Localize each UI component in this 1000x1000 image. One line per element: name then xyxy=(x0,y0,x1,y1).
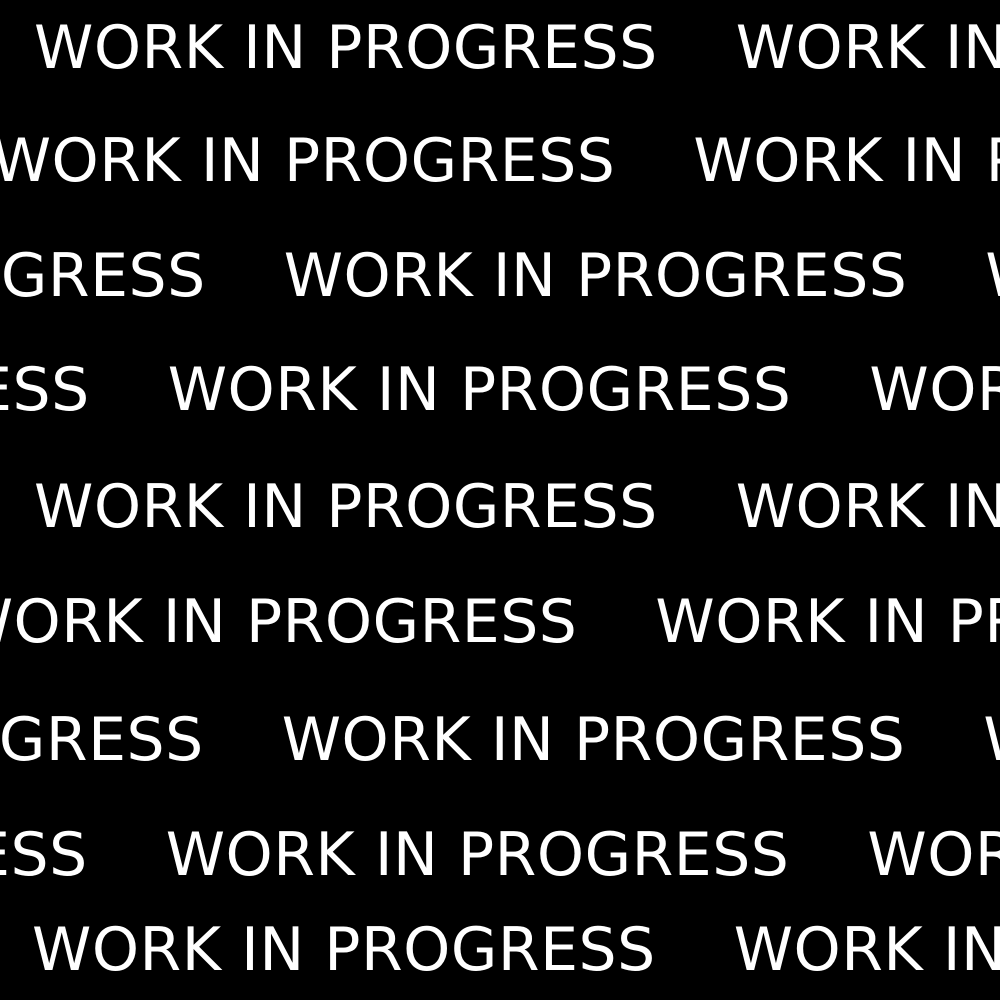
work-in-progress-text: WORK IN PROGRESS xyxy=(735,472,1000,542)
work-in-progress-text: WORK IN PROGRESS xyxy=(867,820,1000,890)
tiled-text-row: WORK IN PROGRESS WORK IN PROGRESS WORK IN … xyxy=(0,815,1000,895)
work-in-progress-text: WORK IN PROGRESS xyxy=(983,700,1000,780)
work-in-progress-text: WORK IN PROGRESS xyxy=(735,13,1000,83)
work-in-progress-text: WORK IN PROGRESS xyxy=(165,820,790,890)
work-in-progress-text: WORK IN PROGRESS xyxy=(869,355,1000,425)
work-in-progress-text: WORK IN PROGRESS xyxy=(985,236,1000,316)
work-in-progress-text: WORK IN PROGRESS xyxy=(0,705,204,775)
work-in-progress-text: WORK IN PROGRESS xyxy=(34,13,658,83)
work-in-progress-text: WORK IN PROGRESS xyxy=(34,472,658,542)
work-in-progress-text: WORK IN PROGRESS xyxy=(167,355,792,425)
work-in-progress-text: WORK IN PROGRESS xyxy=(0,126,616,196)
work-in-progress-text: WORK IN PROGRESS xyxy=(32,915,656,985)
work-in-progress-text: WORK IN PROGRESS xyxy=(733,915,1000,985)
work-in-progress-text: WORK IN PROGRESS xyxy=(0,820,88,890)
tiled-text-row: WORK IN PROGRESS WORK IN PROGRESS WORK IN … xyxy=(0,236,1000,316)
work-in-progress-text: WORK IN PROGRESS xyxy=(655,587,1000,657)
tiled-text-row: WORK IN PROGRESS WORK IN PROGRESS WORK IN … xyxy=(0,350,1000,430)
work-in-progress-text: WORK IN PROGRESS xyxy=(283,241,908,311)
work-in-progress-text: WORK IN PROGRESS xyxy=(693,126,1000,196)
tiled-text-row: WORK IN PROGRESS WORK IN PROGRESS WORK IN … xyxy=(0,700,1000,780)
work-in-progress-text: WORK IN PROGRESS xyxy=(281,705,906,775)
work-in-progress-text: WORK IN PROGRESS xyxy=(0,241,206,311)
work-in-progress-text: WORK IN PROGRESS xyxy=(0,587,578,657)
work-in-progress-text: WORK IN PROGRESS xyxy=(0,355,90,425)
